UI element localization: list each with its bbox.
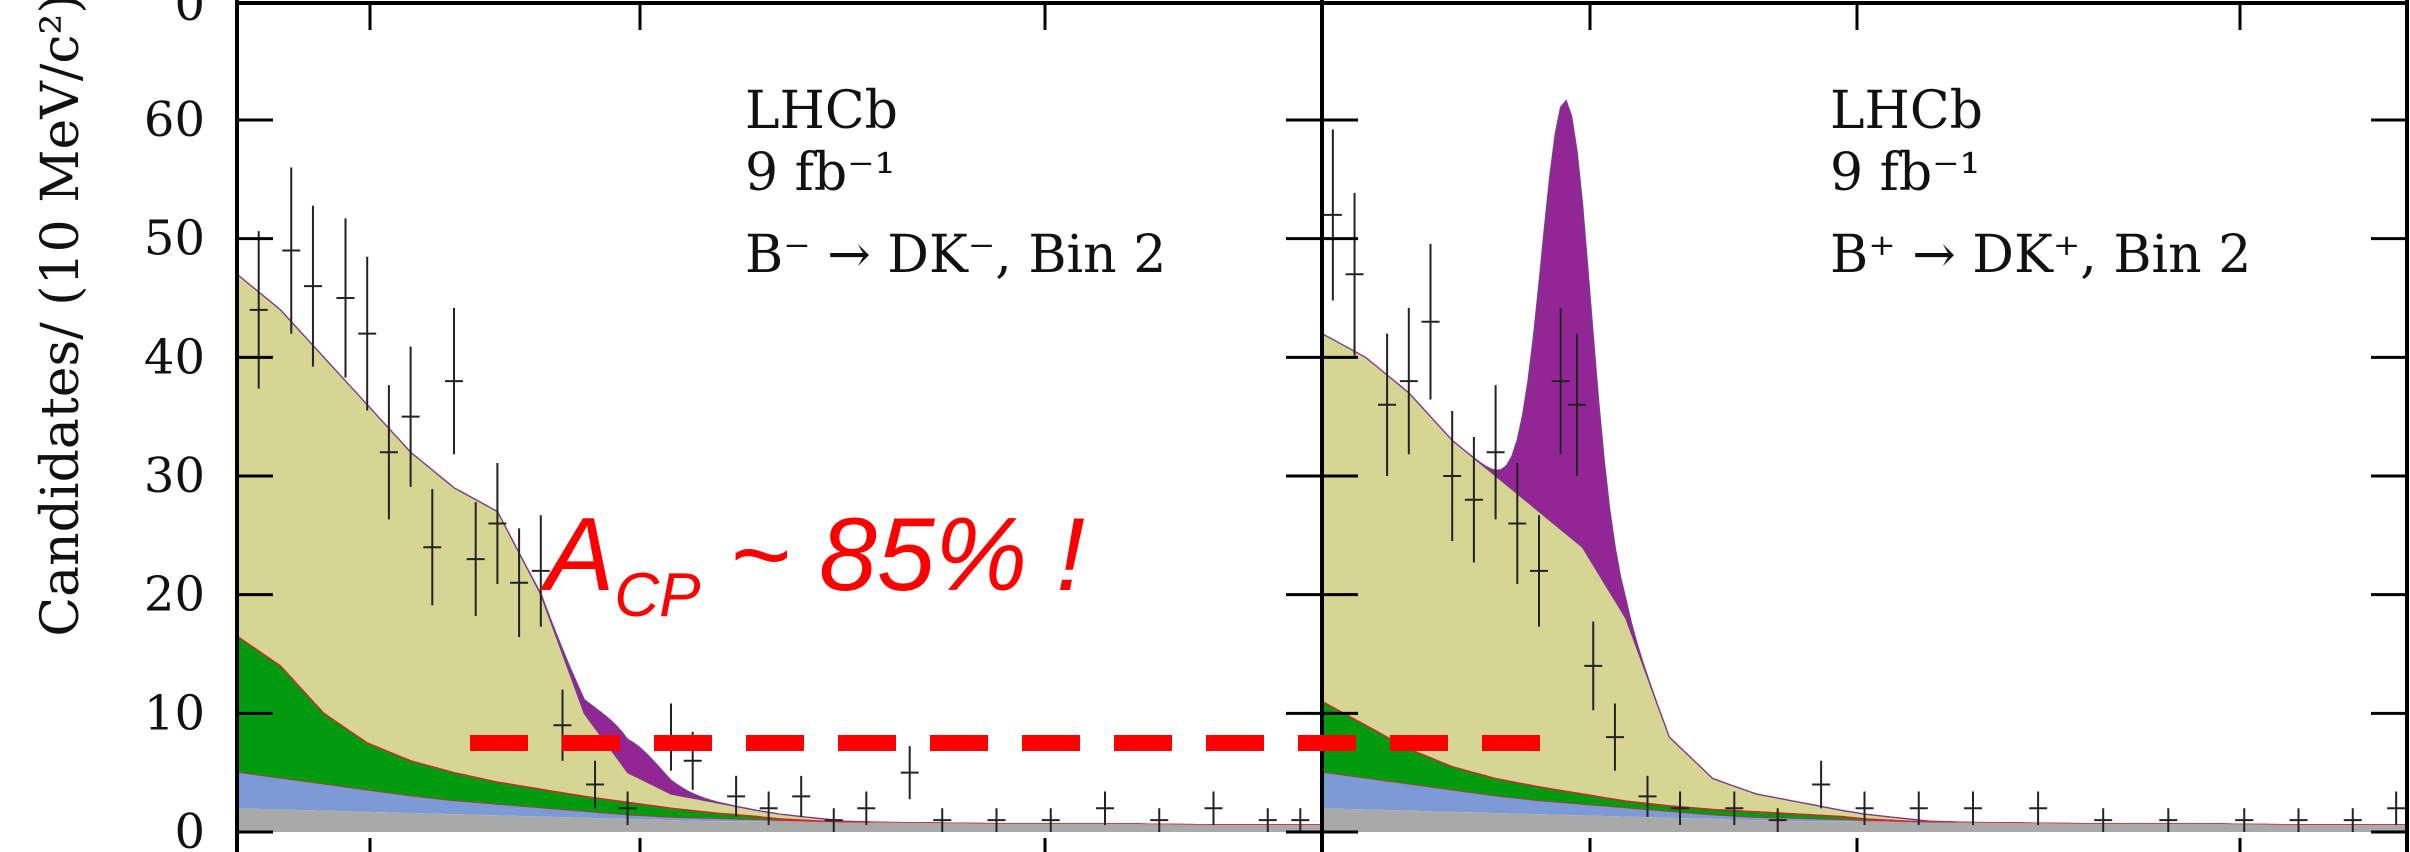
axes-layer: 0 10 20 30 40 50 60 — [144, 0, 2409, 852]
data-point-B--5 — [379, 385, 398, 520]
data-point-B+-6 — [1464, 436, 1483, 563]
data-point-B+-4 — [1421, 243, 1440, 400]
left-experiment-label: LHCb — [745, 81, 898, 141]
data-point-B--8 — [445, 307, 463, 455]
data-point-B--28 — [1150, 808, 1169, 832]
data-point-B+-18 — [1812, 760, 1831, 809]
y-tick-10: 10 — [144, 685, 2407, 741]
panels-layer — [236, 99, 2407, 832]
data-point-B--27 — [1096, 791, 1114, 826]
data-point-B--15 — [618, 791, 637, 826]
data-point-B--20 — [792, 775, 811, 817]
acp-value: ~ 85% ! — [701, 497, 1085, 613]
data-point-B--6 — [401, 346, 420, 487]
data-point-B--12 — [531, 515, 550, 627]
data-point-B+-28 — [2387, 791, 2406, 826]
data-point-B+-5 — [1443, 411, 1462, 541]
data-point-B+-23 — [2094, 808, 2113, 832]
data-point-B--31 — [1291, 808, 1310, 832]
data-point-B+-3 — [1399, 307, 1418, 455]
right-decay-label: B⁺ → DK⁺, Bin 2 — [1830, 225, 2251, 285]
data-point-B+-25 — [2235, 808, 2254, 832]
acp-annotation: ACP ~ 85% ! — [539, 497, 1085, 630]
data-point-B+-19 — [1855, 791, 1874, 826]
panel-B--plot — [236, 167, 1322, 832]
data-point-B--23 — [900, 746, 919, 800]
y-tick-30: 30 — [144, 448, 2407, 504]
data-point-B--21 — [824, 808, 843, 832]
data-point-B--22 — [857, 791, 876, 826]
right-luminosity-label: 9 fb⁻¹ — [1830, 143, 1980, 203]
data-point-B--25 — [987, 808, 1006, 832]
data-point-B+-10 — [1551, 307, 1570, 455]
data-point-B--10 — [488, 462, 507, 584]
data-point-B--2 — [303, 205, 322, 367]
data-point-B+-0 — [1323, 129, 1342, 301]
data-point-B--19 — [759, 791, 778, 826]
data-point-B+-13 — [1605, 703, 1624, 771]
y-tick-40: 40 — [144, 329, 2407, 385]
data-point-B+-14 — [1638, 775, 1657, 817]
y-tick-60: 60 — [144, 92, 2407, 148]
data-point-B+-26 — [2289, 808, 2308, 832]
y-axis-label: Candidates/ (10 MeV/c²) — [31, 0, 91, 637]
y-tick-label-30: 30 — [144, 448, 205, 504]
y-tick-label-10: 10 — [144, 685, 205, 741]
top-tick-label: 0 — [174, 0, 205, 32]
y-tick-50: 50 — [144, 211, 2407, 267]
data-point-B--11 — [510, 528, 529, 638]
combinatorial-area-B+ — [1322, 808, 2407, 832]
partreco-b-area-B+ — [1322, 772, 2407, 825]
data-point-B+-27 — [2343, 808, 2362, 832]
left-luminosity-label: 9 fb⁻¹ — [745, 143, 895, 203]
data-point-B+-22 — [2029, 791, 2048, 826]
data-point-B--9 — [466, 502, 485, 616]
plot-frame — [235, 0, 2409, 852]
panel-B+-plot — [1321, 99, 2407, 832]
partreco-b-area-B- — [237, 772, 1322, 825]
y-tick-label-20: 20 — [144, 567, 205, 623]
data-point-B+-21 — [1964, 791, 1982, 826]
data-point-B--18 — [727, 775, 746, 817]
data-point-B+-15 — [1671, 791, 1690, 826]
data-point-B+-17 — [1768, 808, 1787, 832]
y-tick-20: 20 — [144, 567, 2407, 623]
data-point-B+-16 — [1725, 791, 1744, 826]
data-point-B--29 — [1204, 791, 1223, 826]
y-tick-label-0: 0 — [174, 804, 205, 852]
y-tick-label-60: 60 — [144, 92, 205, 148]
data-point-B+-12 — [1584, 621, 1603, 711]
acp-subscript: CP — [614, 561, 700, 630]
y-tick-label-40: 40 — [144, 329, 205, 385]
data-point-B+-1 — [1345, 192, 1364, 356]
data-point-B--3 — [336, 218, 355, 378]
y-tick-0: 0 — [174, 804, 2407, 852]
data-point-B+-8 — [1508, 462, 1527, 584]
data-point-B--30 — [1258, 808, 1277, 832]
right-experiment-label: LHCb — [1830, 81, 1983, 141]
data-point-B--0 — [249, 231, 268, 389]
data-point-B--26 — [1041, 808, 1060, 832]
data-point-B+-2 — [1378, 333, 1397, 476]
left-decay-label: B⁻ → DK⁻, Bin 2 — [745, 225, 1166, 285]
data-point-B+-24 — [2159, 808, 2178, 832]
y-tick-label-50: 50 — [144, 211, 205, 267]
panel-left-annotations: LHCb 9 fb⁻¹ B⁻ → DK⁻, Bin 2 — [745, 81, 1166, 285]
panel-right-annotations: LHCb 9 fb⁻¹ B⁺ → DK⁺, Bin 2 — [1830, 81, 2251, 285]
acp-main: A — [539, 497, 614, 613]
misid-area-B+ — [1321, 332, 2407, 826]
data-point-B--14 — [586, 760, 605, 809]
data-point-B--24 — [933, 808, 952, 832]
data-point-B+-11 — [1567, 333, 1586, 476]
data-point-B--7 — [423, 489, 442, 606]
data-point-B--1 — [282, 167, 301, 334]
data-point-B--4 — [358, 256, 377, 411]
data-point-B+-20 — [1909, 791, 1928, 826]
data-point-B+-9 — [1530, 515, 1548, 627]
data-point-B+-7 — [1486, 385, 1505, 520]
